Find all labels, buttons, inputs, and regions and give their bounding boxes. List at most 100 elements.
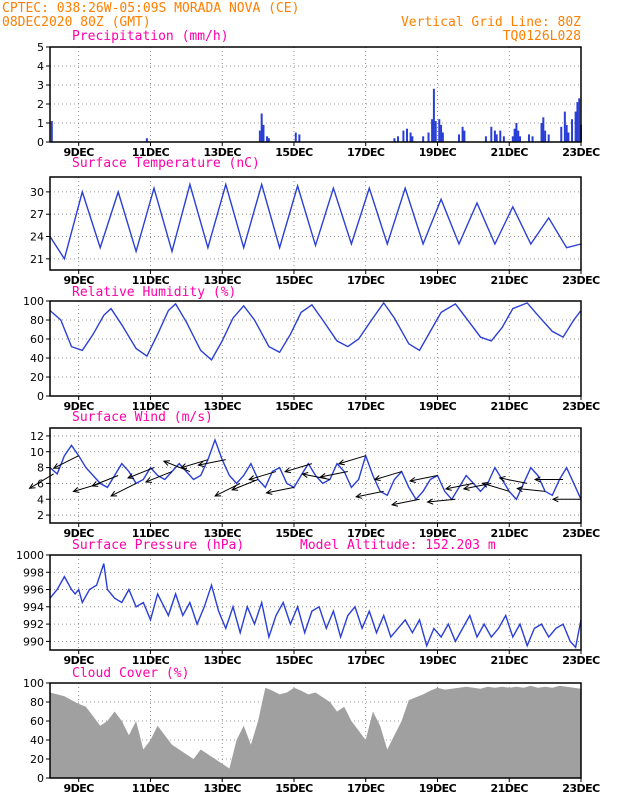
precip-bar bbox=[258, 130, 261, 142]
ytick-label: 1000 bbox=[16, 549, 44, 562]
panel-frame bbox=[49, 176, 582, 271]
ytick-label: 1 bbox=[37, 117, 44, 130]
precip-bar bbox=[393, 138, 396, 142]
xtick-label: 11DEC bbox=[132, 146, 170, 159]
ytick-label: 60 bbox=[30, 333, 44, 346]
ytick-label: 2 bbox=[37, 98, 44, 111]
wind-vector-head bbox=[179, 463, 188, 470]
xtick-label: 13DEC bbox=[203, 782, 241, 795]
precip-bar bbox=[432, 88, 435, 142]
precip-bar bbox=[484, 136, 487, 142]
precip-bar bbox=[515, 123, 518, 142]
precip-bar bbox=[578, 98, 581, 142]
precip-bar bbox=[574, 111, 577, 142]
precip-bar bbox=[511, 136, 514, 142]
wind-vector bbox=[427, 498, 456, 503]
precip-bar bbox=[527, 134, 530, 142]
ytick-label: 40 bbox=[30, 734, 44, 747]
ytick-label: 12 bbox=[30, 430, 44, 443]
xtick-label: 23DEC bbox=[562, 527, 600, 540]
precip-bar bbox=[563, 111, 566, 142]
wind-vector bbox=[482, 482, 510, 492]
ytick-label: 20 bbox=[30, 371, 44, 384]
precip-bar bbox=[440, 124, 443, 142]
ytick-label: 990 bbox=[23, 635, 44, 648]
xtick-label: 15DEC bbox=[275, 782, 313, 795]
xtick-label: 19DEC bbox=[419, 782, 457, 795]
precip-bar bbox=[397, 136, 400, 142]
xtick-label: 17DEC bbox=[347, 274, 385, 287]
wind-vector bbox=[266, 486, 295, 494]
xtick-label: 21DEC bbox=[490, 146, 528, 159]
xtick-label: 9DEC bbox=[64, 146, 95, 159]
xtick-label: 11DEC bbox=[132, 274, 170, 287]
wind-vector-head bbox=[390, 500, 399, 507]
precip-bar bbox=[431, 119, 434, 142]
precip-bar bbox=[145, 138, 148, 142]
xtick-label: 13DEC bbox=[203, 527, 241, 540]
precip-bar bbox=[50, 121, 53, 142]
wind-vector bbox=[356, 490, 384, 498]
wind-vector bbox=[163, 460, 191, 473]
precip-bar bbox=[434, 121, 437, 142]
temp-line bbox=[49, 181, 582, 261]
xtick-label: 15DEC bbox=[275, 274, 313, 287]
xtick-label: 23DEC bbox=[562, 782, 600, 795]
precip-bar bbox=[540, 123, 543, 142]
precip-bar bbox=[531, 136, 534, 142]
ytick-label: 3 bbox=[37, 79, 44, 92]
xtick-label: 9DEC bbox=[64, 527, 95, 540]
xtick-label: 13DEC bbox=[203, 400, 241, 413]
wind-vector-head bbox=[444, 484, 452, 491]
precip-bar bbox=[499, 130, 502, 142]
precip-bar bbox=[502, 136, 505, 142]
xtick-label: 15DEC bbox=[275, 400, 313, 413]
panel-temp: Surface Temperature (nC) 21 24 27 30 9DEC 11DE… bbox=[30, 156, 601, 287]
press-line bbox=[49, 563, 582, 649]
precip-bar bbox=[567, 132, 570, 142]
ytick-label: 21 bbox=[30, 253, 44, 266]
wind-vector-head bbox=[52, 463, 60, 469]
wind-vector bbox=[180, 459, 209, 469]
ytick-label: 80 bbox=[30, 696, 44, 709]
xtick-label: 19DEC bbox=[419, 654, 457, 667]
wind-vector bbox=[320, 471, 348, 478]
precip-bar bbox=[542, 117, 545, 142]
precip-bar bbox=[517, 130, 520, 142]
precip-bar bbox=[267, 138, 270, 142]
ytick-label: 0 bbox=[37, 772, 44, 785]
wind-vector-head bbox=[110, 490, 118, 497]
xtick-label: 11DEC bbox=[132, 400, 170, 413]
wind-vector-head bbox=[28, 483, 36, 489]
wind-vector-head bbox=[373, 475, 381, 482]
xtick-label: 17DEC bbox=[347, 400, 385, 413]
panel-frame bbox=[49, 427, 582, 524]
xtick-label: 23DEC bbox=[562, 146, 600, 159]
wind-vector bbox=[145, 471, 173, 483]
xtick-label: 17DEC bbox=[347, 782, 385, 795]
xtick-label: 23DEC bbox=[562, 274, 600, 287]
header-station: CPTEC: 038:26W-05:09S MORADA NOVA (CE) bbox=[2, 1, 299, 16]
xtick-label: 13DEC bbox=[203, 274, 241, 287]
xtick-label: 11DEC bbox=[132, 782, 170, 795]
wind-vector bbox=[284, 463, 313, 473]
wind-vector-head bbox=[426, 498, 434, 505]
ytick-label: 2 bbox=[37, 509, 44, 522]
wind-vector-head bbox=[126, 473, 135, 479]
xtick-label: 15DEC bbox=[275, 527, 313, 540]
ytick-label: 24 bbox=[30, 231, 44, 244]
xtick-label: 19DEC bbox=[419, 400, 457, 413]
xtick-label: 23DEC bbox=[562, 400, 600, 413]
panel-rh: Relative Humidity (%) 0 20 40 60 80 100 9DEC 11D… bbox=[23, 285, 601, 413]
wind-vector-head bbox=[72, 487, 80, 493]
xtick-label: 17DEC bbox=[347, 654, 385, 667]
precip-bar bbox=[544, 130, 547, 142]
ytick-label: 4 bbox=[37, 493, 44, 506]
panel-press: Surface Pressure (hPa) Model Altitude: 15… bbox=[16, 538, 601, 667]
ytick-label: 5 bbox=[37, 41, 44, 54]
xtick-label: 21DEC bbox=[490, 527, 528, 540]
xtick-label: 21DEC bbox=[490, 782, 528, 795]
precip-bar bbox=[427, 132, 430, 142]
wind-vector-head bbox=[214, 490, 222, 497]
wind-vector-head bbox=[283, 467, 292, 474]
